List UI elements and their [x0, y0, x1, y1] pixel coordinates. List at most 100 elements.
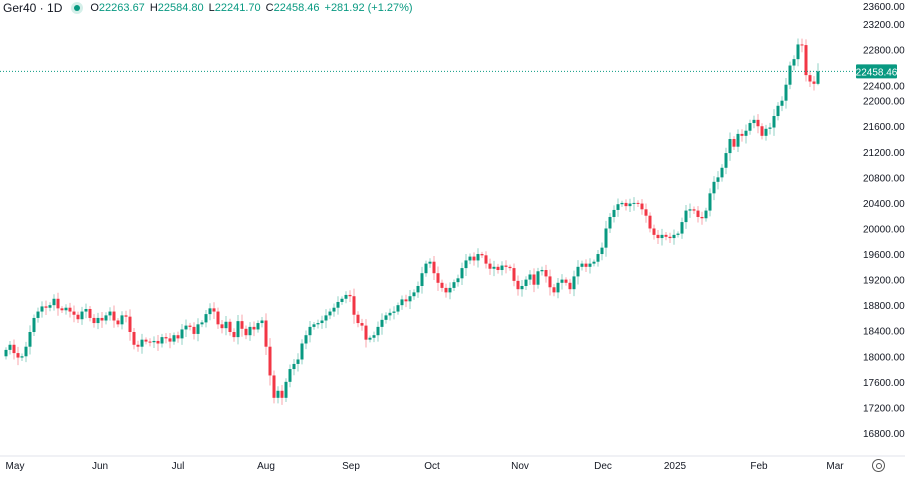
candle-body	[672, 234, 676, 239]
candle-body	[708, 193, 712, 211]
candle-body	[440, 282, 444, 288]
candle-body	[616, 204, 620, 210]
candle-body	[84, 308, 88, 312]
candle-body	[100, 317, 104, 321]
candle-body	[512, 268, 516, 281]
candle-body	[304, 335, 308, 344]
candle-body	[228, 321, 232, 332]
candle-body	[164, 337, 168, 339]
candle-body	[780, 100, 784, 106]
candle-body	[740, 133, 744, 136]
y-tick-label: 21200.00	[863, 148, 905, 159]
candle-body	[776, 105, 780, 117]
candle-body	[160, 337, 164, 344]
candle-body	[736, 133, 740, 147]
candle-body	[316, 323, 320, 325]
candle-body	[712, 181, 716, 194]
candle-body	[36, 311, 40, 318]
candle-body	[200, 322, 204, 325]
candle-body	[724, 153, 728, 168]
candle-body	[60, 308, 64, 311]
candle-body	[112, 311, 116, 321]
candle-body	[660, 234, 664, 239]
candle-body	[288, 369, 292, 382]
candle-body	[400, 299, 404, 306]
candle-body	[392, 311, 396, 313]
candle-body	[180, 329, 184, 339]
candle-body	[8, 344, 12, 350]
candle-body	[812, 81, 816, 84]
candle-body	[784, 84, 788, 101]
candle-body	[272, 375, 276, 398]
y-tick-label: 19200.00	[863, 276, 905, 287]
candle-body	[560, 279, 564, 283]
candle-body	[628, 203, 632, 207]
candle-body	[540, 270, 544, 272]
x-tick-label: Feb	[750, 461, 768, 472]
candle-body	[20, 356, 24, 358]
candle-body	[308, 326, 312, 336]
candle-body	[536, 271, 540, 285]
candle-body	[128, 316, 132, 332]
candle-body	[752, 119, 756, 124]
live-dot-icon	[74, 5, 81, 11]
candle-body	[572, 276, 576, 290]
candle-body	[640, 203, 644, 210]
symbol-label[interactable]: Ger40 · 1D	[3, 1, 63, 15]
last-price-tag	[856, 64, 897, 79]
candle-body	[116, 320, 120, 325]
x-tick-label: May	[6, 461, 25, 472]
candle-body	[696, 210, 700, 217]
candle-body	[452, 282, 456, 288]
candle-body	[792, 59, 796, 66]
candle-body	[668, 236, 672, 239]
candle-body	[40, 306, 44, 312]
candle-body	[376, 326, 380, 336]
gear-icon[interactable]	[872, 459, 885, 472]
candle-body	[480, 254, 484, 256]
candle-body	[788, 65, 792, 85]
candle-body	[664, 234, 668, 237]
y-tick-label: 21600.00	[863, 122, 905, 133]
candle-body	[768, 127, 772, 129]
candle-body	[16, 353, 20, 358]
candle-body	[196, 324, 200, 334]
candle-body	[656, 234, 660, 239]
candle-body	[292, 363, 296, 370]
candle-body	[264, 320, 268, 347]
candle-body	[172, 335, 176, 342]
candle-body	[808, 75, 812, 82]
y-tick-label: 19600.00	[863, 250, 905, 261]
candle-body	[132, 331, 136, 345]
candle-body	[96, 317, 100, 324]
candle-body	[32, 317, 36, 332]
candle-body	[344, 294, 348, 299]
close-key: C	[265, 2, 274, 14]
last-price-label: 22458.46	[856, 67, 898, 78]
candle-body	[552, 287, 556, 293]
candle-body	[608, 216, 612, 229]
candle-body	[80, 311, 84, 320]
candle-body	[120, 315, 124, 325]
candle-body	[804, 45, 808, 76]
candle-body	[732, 139, 736, 147]
candle-body	[332, 307, 336, 312]
candle-body	[216, 311, 220, 325]
candle-body	[620, 202, 624, 205]
candle-body	[548, 276, 552, 288]
candle-body	[464, 260, 468, 269]
candle-body	[700, 216, 704, 219]
candle-body	[456, 278, 460, 283]
candle-body	[676, 233, 680, 235]
candle-body	[412, 292, 416, 297]
candle-body	[224, 321, 228, 329]
candle-body	[252, 326, 256, 330]
candle-body	[500, 265, 504, 271]
candle-body	[492, 266, 496, 269]
candle-body	[744, 130, 748, 136]
candle-body	[564, 279, 568, 283]
candle-body	[772, 116, 776, 128]
candle-body	[220, 324, 224, 329]
candle-body	[168, 338, 172, 342]
